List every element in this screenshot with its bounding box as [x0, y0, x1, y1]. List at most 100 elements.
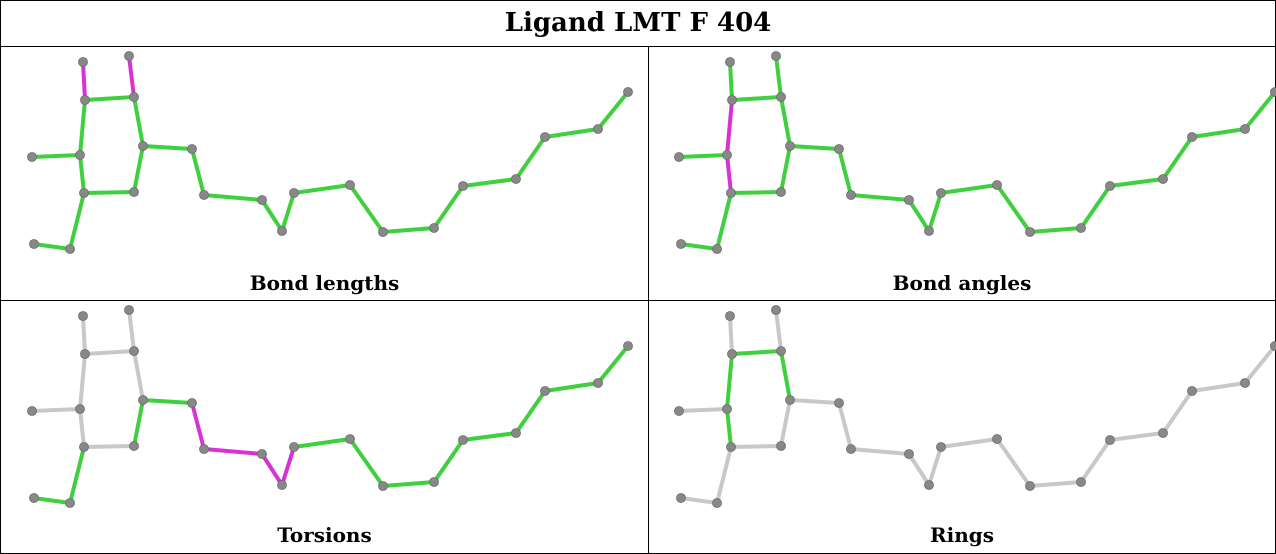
- bond: [381, 226, 436, 234]
- atom: [924, 480, 934, 490]
- bond: [1190, 127, 1247, 139]
- atom: [80, 95, 90, 105]
- atom: [593, 124, 603, 134]
- bond: [202, 447, 264, 456]
- bond: [78, 352, 87, 411]
- atom: [593, 378, 603, 388]
- atom: [199, 444, 209, 454]
- bond: [292, 183, 352, 195]
- bond: [83, 95, 136, 102]
- atom: [846, 190, 856, 200]
- bond: [837, 401, 853, 451]
- bond: [32, 496, 72, 505]
- atom: [345, 180, 355, 190]
- atom: [674, 152, 684, 162]
- atom: [1270, 341, 1276, 351]
- bond: [381, 480, 436, 488]
- atom: [776, 92, 786, 102]
- bond: [725, 153, 733, 195]
- atom: [65, 244, 75, 254]
- panel-caption: Bond lengths: [249, 271, 400, 295]
- bond: [78, 153, 86, 195]
- bond: [30, 407, 82, 413]
- bond: [141, 398, 194, 405]
- atom: [834, 398, 844, 408]
- bond: [677, 407, 729, 413]
- bond: [837, 147, 853, 197]
- atom: [27, 152, 37, 162]
- bond: [725, 352, 734, 411]
- bond: [679, 496, 719, 505]
- bond: [995, 183, 1032, 234]
- bond: [729, 190, 783, 195]
- bond: [132, 144, 145, 194]
- atom: [138, 395, 148, 405]
- atom: [257, 195, 267, 205]
- atom: [79, 442, 89, 452]
- bond: [1161, 389, 1194, 435]
- atom: [29, 493, 39, 503]
- atom: [75, 404, 85, 414]
- atom: [277, 226, 287, 236]
- atom: [676, 239, 686, 249]
- atom: [378, 227, 388, 237]
- molecule-torsions: [27, 305, 633, 508]
- bond: [715, 445, 733, 505]
- atom: [199, 190, 209, 200]
- bond: [788, 144, 841, 151]
- bond: [1190, 381, 1247, 393]
- bond: [728, 60, 734, 102]
- bond: [432, 184, 465, 230]
- bond: [348, 437, 385, 488]
- border-title-bottom: [0, 46, 1276, 47]
- bond: [927, 445, 943, 487]
- atom: [27, 406, 37, 416]
- atom: [771, 51, 781, 61]
- bond: [1028, 226, 1083, 234]
- bond: [543, 381, 600, 393]
- border-left: [0, 0, 1, 554]
- atom: [1158, 428, 1168, 438]
- atom: [936, 442, 946, 452]
- bond: [774, 54, 783, 99]
- atom: [378, 481, 388, 491]
- bond: [514, 389, 547, 435]
- bond: [68, 191, 86, 251]
- bond: [543, 127, 600, 139]
- bond: [788, 398, 841, 405]
- atom: [458, 181, 468, 191]
- atom: [924, 226, 934, 236]
- bond: [730, 349, 783, 356]
- bond: [849, 447, 911, 456]
- atom: [1187, 132, 1197, 142]
- atom: [1105, 181, 1115, 191]
- bond: [432, 438, 465, 484]
- bond: [907, 198, 931, 233]
- atom: [458, 435, 468, 445]
- atom: [726, 188, 736, 198]
- atom: [846, 444, 856, 454]
- atom: [429, 477, 439, 487]
- atom: [674, 406, 684, 416]
- bond: [82, 444, 136, 449]
- atom: [29, 239, 39, 249]
- atom: [834, 144, 844, 154]
- atom: [1240, 378, 1250, 388]
- panel-bond-lengths: Bond lengths: [1, 47, 648, 300]
- bond: [779, 398, 792, 448]
- atom: [129, 441, 139, 451]
- bond: [190, 147, 206, 197]
- bond: [81, 60, 87, 102]
- bond: [30, 153, 82, 159]
- molecule-rings: [674, 305, 1276, 508]
- bond: [730, 95, 783, 102]
- atom: [75, 150, 85, 160]
- bond: [78, 98, 87, 157]
- atom: [187, 144, 197, 154]
- atom: [1105, 435, 1115, 445]
- atom: [771, 305, 781, 315]
- atom: [1025, 481, 1035, 491]
- atom: [676, 493, 686, 503]
- bond: [596, 344, 630, 385]
